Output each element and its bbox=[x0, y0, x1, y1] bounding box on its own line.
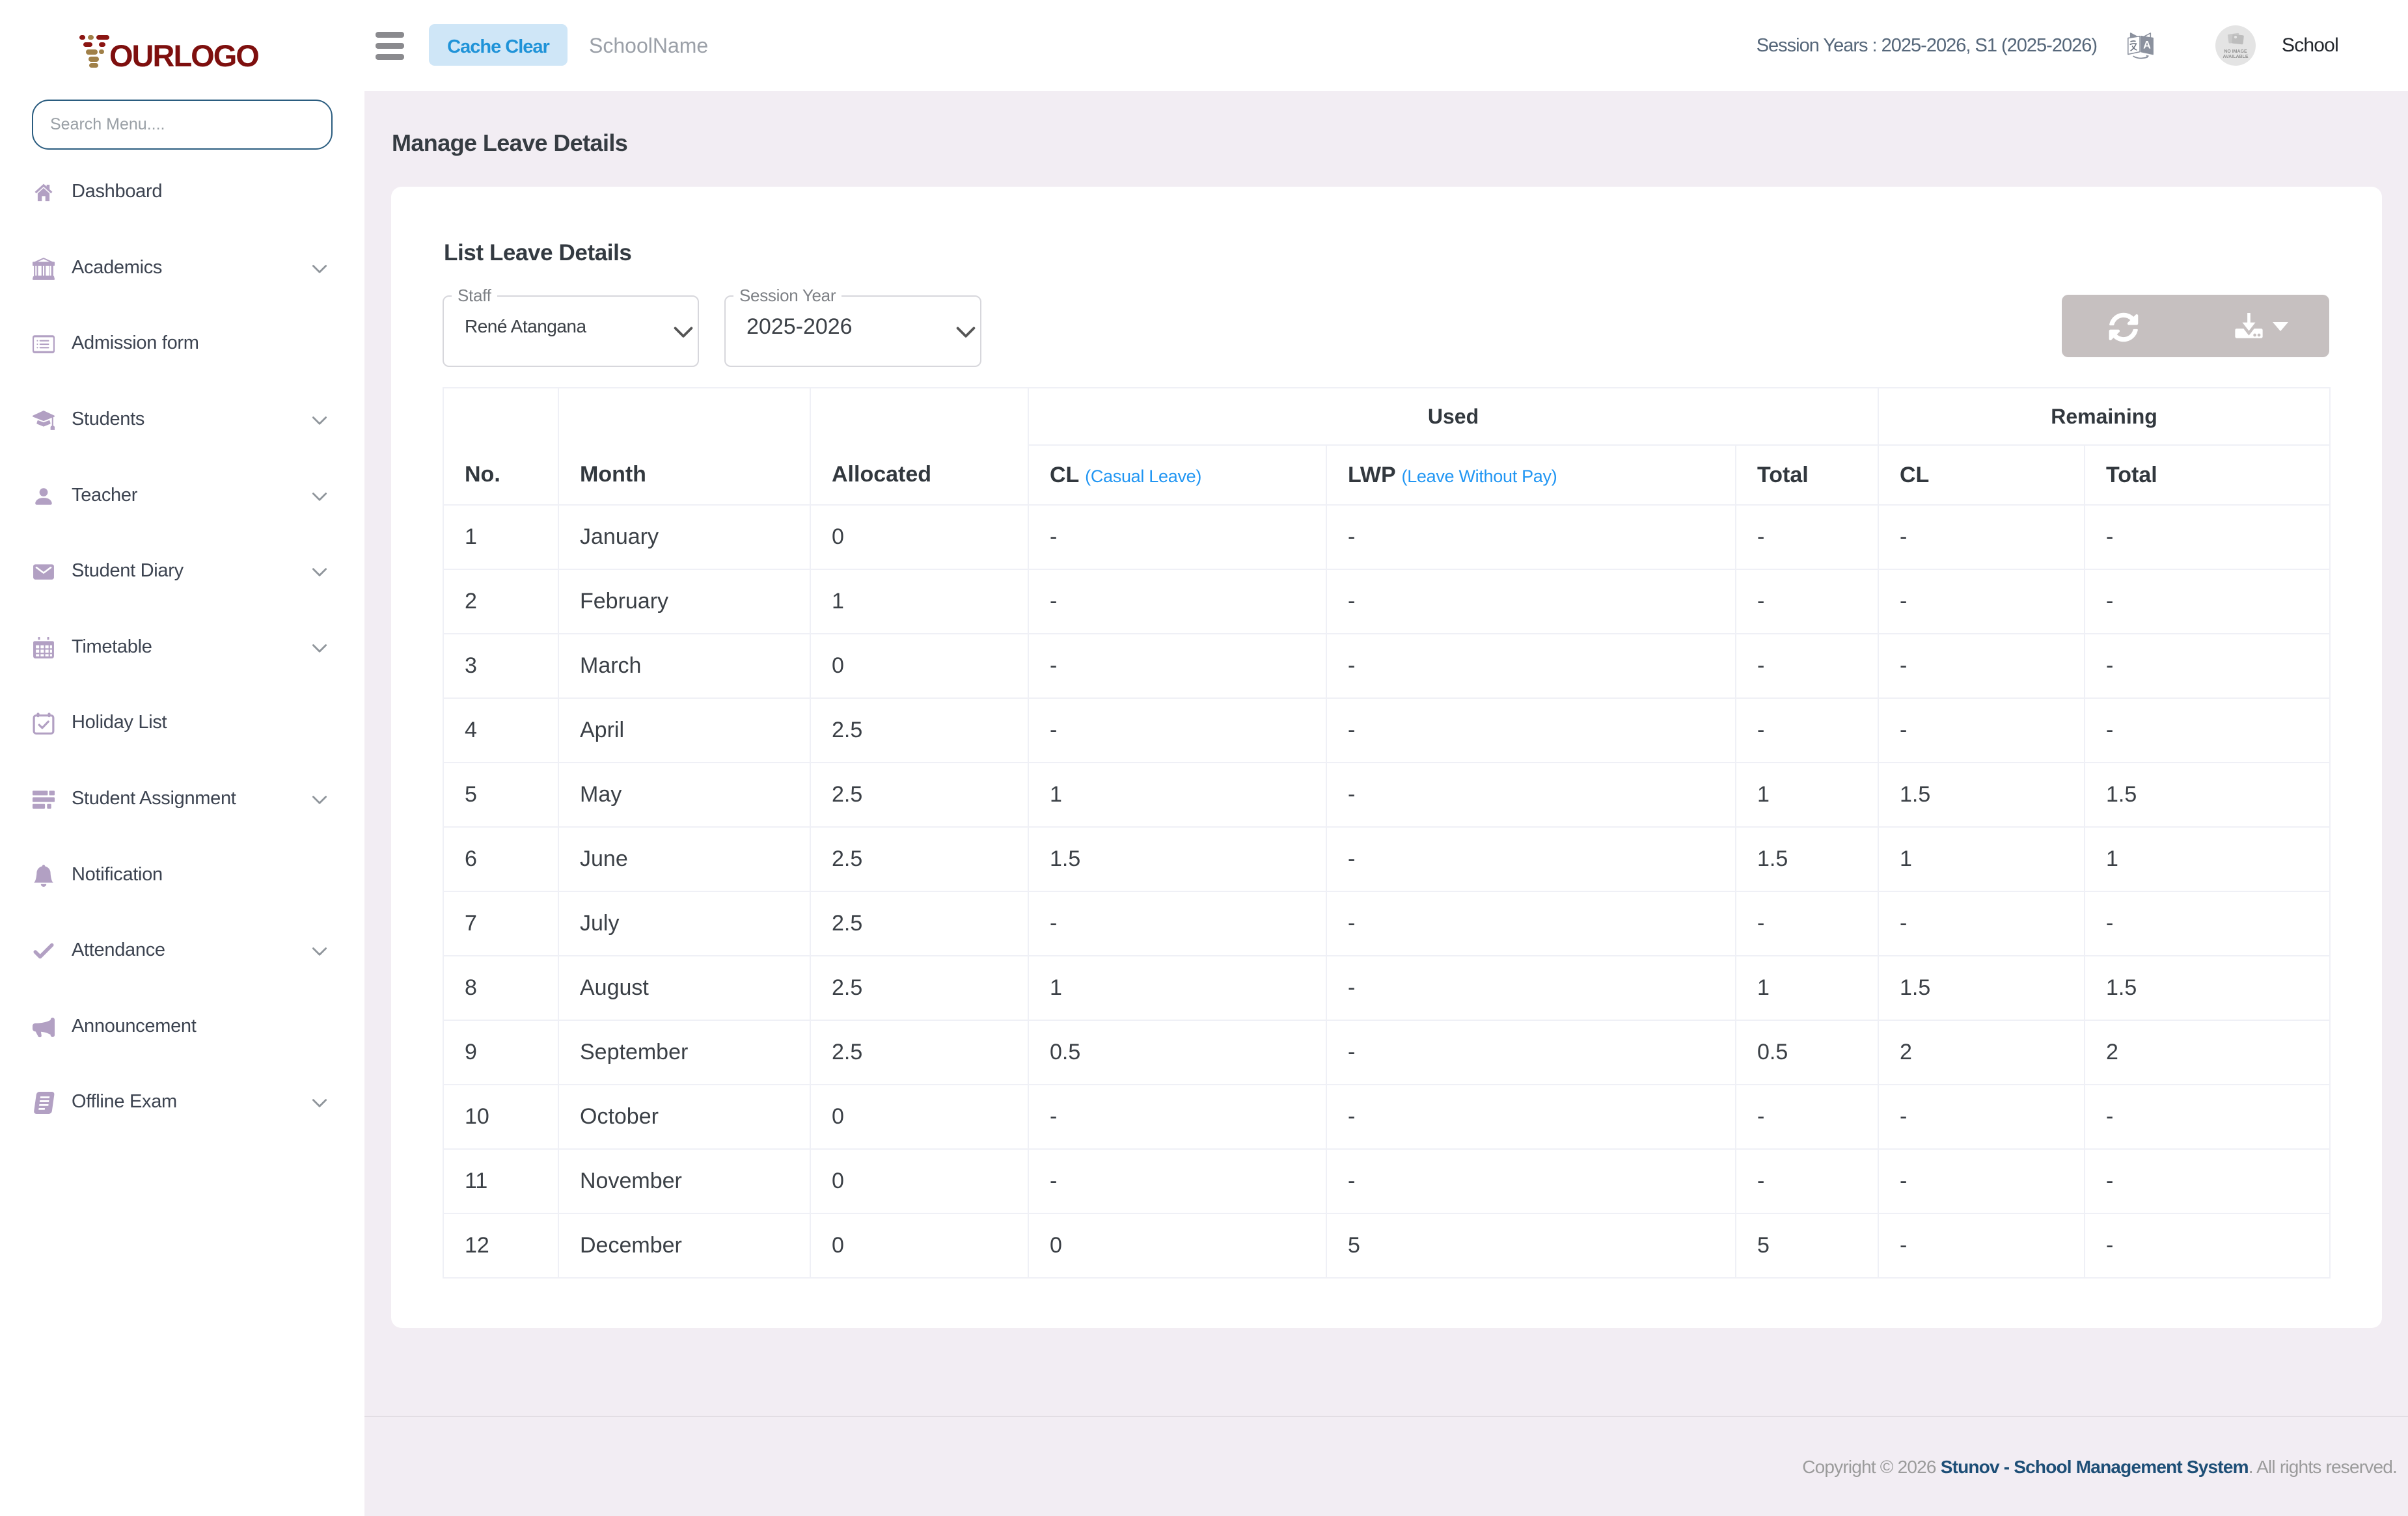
svg-text:A: A bbox=[2143, 39, 2151, 51]
